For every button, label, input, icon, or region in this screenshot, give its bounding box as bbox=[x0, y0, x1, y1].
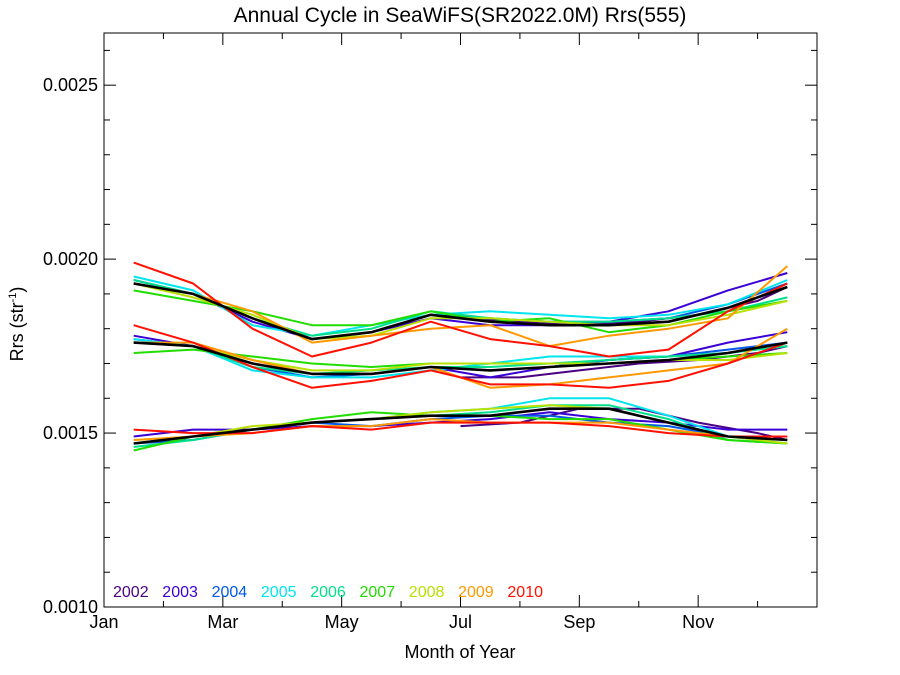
legend-item-2010: 2010 bbox=[507, 584, 543, 601]
series-line bbox=[133, 282, 788, 341]
legend-item-2008: 2008 bbox=[409, 584, 445, 601]
legend-item-2003: 2003 bbox=[162, 584, 198, 601]
legend-item-2009: 2009 bbox=[458, 584, 494, 601]
y-tick-label: 0.0010 bbox=[43, 597, 98, 617]
x-tick-label: Mar bbox=[207, 612, 238, 632]
x-axis-label: Month of Year bbox=[404, 642, 515, 662]
legend-item-2006: 2006 bbox=[310, 584, 346, 601]
series-mean bbox=[133, 282, 788, 445]
x-tick-label: Jul bbox=[449, 612, 472, 632]
legend-item-2005: 2005 bbox=[261, 584, 297, 601]
series-line bbox=[133, 324, 788, 389]
legend-item-2002: 2002 bbox=[113, 584, 149, 601]
series-line bbox=[133, 275, 788, 337]
y-axis-label-sup: -1 bbox=[7, 293, 19, 303]
series-line bbox=[460, 286, 788, 327]
x-tick-label: Sep bbox=[563, 612, 595, 632]
y-axis-label: Rrs (str-1) bbox=[7, 287, 27, 362]
series-line bbox=[133, 341, 788, 376]
y-axis-label-close: ) bbox=[7, 287, 27, 293]
y-tick-label: 0.0015 bbox=[43, 423, 98, 443]
plot-frame bbox=[103, 32, 818, 608]
y-tick-label: 0.0020 bbox=[43, 249, 98, 269]
legend: 2002 2003 2004 2005 2006 2007 2008 2009 2010 bbox=[113, 584, 543, 601]
x-tick-label: Jan bbox=[89, 612, 118, 632]
series-line bbox=[133, 272, 788, 341]
x-tick-label: Nov bbox=[682, 612, 714, 632]
x-tick-label: May bbox=[325, 612, 359, 632]
series-line bbox=[133, 421, 788, 438]
legend-item-2007: 2007 bbox=[360, 584, 396, 601]
y-axis-label-base: Rrs (str bbox=[7, 302, 27, 361]
chart-title: Annual Cycle in SeaWiFS(SR2022.0M) Rrs(5… bbox=[234, 4, 687, 27]
y-axis: 0.0010 0.0015 0.0020 0.0025 bbox=[43, 49, 817, 617]
series-layer bbox=[133, 261, 788, 452]
series-line bbox=[133, 407, 788, 445]
y-tick-label: 0.0025 bbox=[43, 75, 98, 95]
legend-item-2004: 2004 bbox=[212, 584, 248, 601]
series-2010 bbox=[133, 261, 788, 438]
series-line bbox=[133, 265, 788, 348]
x-axis: Jan Mar May Jul Sep Nov bbox=[89, 33, 818, 632]
series-line bbox=[133, 261, 788, 358]
